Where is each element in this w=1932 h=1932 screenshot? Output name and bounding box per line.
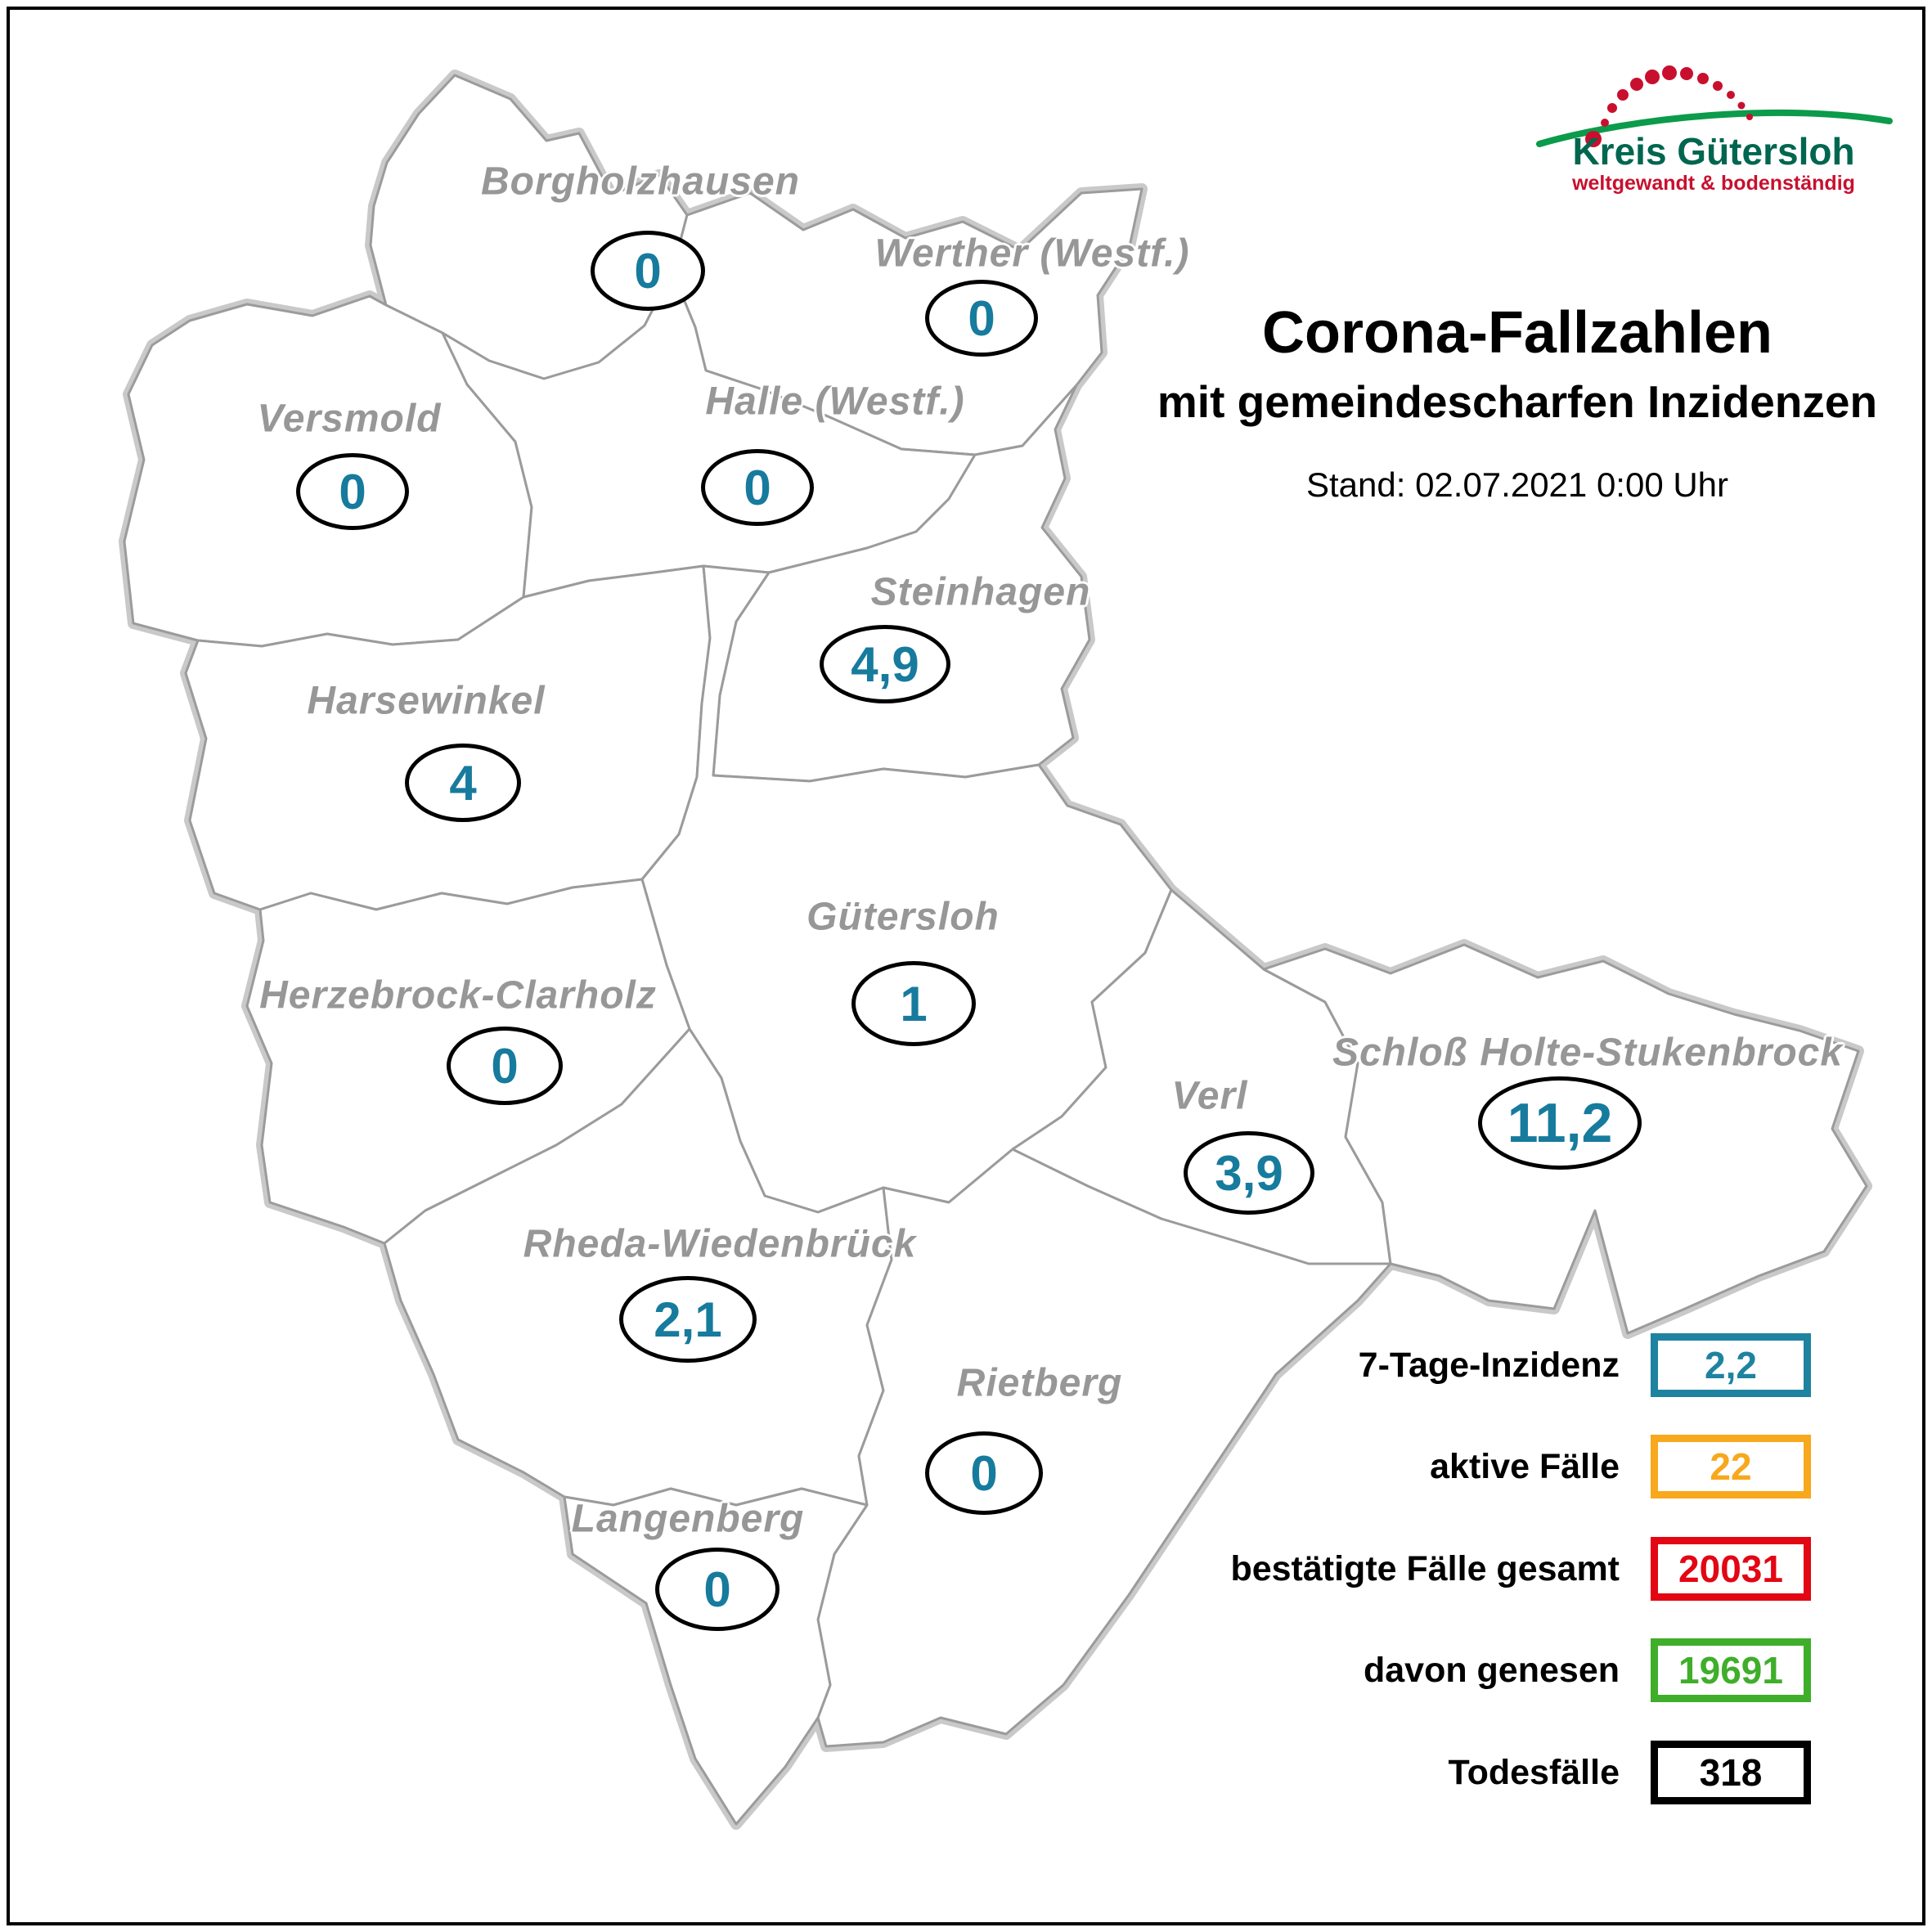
logo-swoosh xyxy=(1536,109,1893,147)
kreis-guetersloh-logo: Kreis Gütersloh weltgewandt & bodenständ… xyxy=(1530,47,1898,203)
incidence-verl: 3,9 xyxy=(1184,1131,1314,1215)
incidence-werther: 0 xyxy=(925,280,1038,357)
legend-row-todesfaelle: Todesfälle 318 xyxy=(973,1741,1811,1804)
legend-label-aktive-faelle: aktive Fälle xyxy=(1430,1446,1620,1486)
incidence-langenberg: 0 xyxy=(655,1548,780,1631)
legend-row-7-tage-inzidenz: 7-Tage-Inzidenz 2,2 xyxy=(973,1333,1811,1397)
region-langenberg xyxy=(563,1487,869,1826)
incidence-rietberg: 0 xyxy=(925,1431,1043,1515)
label-rheda-wiedenbrueck: Rheda-Wiedenbrück xyxy=(523,1222,917,1266)
label-steinhagen: Steinhagen xyxy=(870,570,1091,614)
title-block: Corona-Fallzahlen mit gemeindescharfen I… xyxy=(1108,300,1926,505)
label-borgholzhausen: Borgholzhausen xyxy=(480,160,801,204)
legend-label-bestaetigte-faelle: bestätigte Fälle gesamt xyxy=(1230,1548,1620,1588)
status-date: Stand: 02.07.2021 0:00 Uhr xyxy=(1305,465,1729,505)
legend-row-bestaetigte-faelle: bestätigte Fälle gesamt 20031 xyxy=(973,1537,1811,1601)
legend-value-davon-genesen: 19691 xyxy=(1651,1638,1811,1702)
logo-dot-arc-icon xyxy=(1585,65,1753,147)
logo-wordmark: Kreis Gütersloh xyxy=(1572,130,1855,173)
page-subtitle: mit gemeindescharfen Inzidenzen xyxy=(1157,376,1878,428)
label-langenberg: Langenberg xyxy=(571,1497,805,1541)
label-schloss-holte-stukenbrock: Schloß Holte-Stukenbrock xyxy=(1332,1031,1844,1075)
incidence-steinhagen: 4,9 xyxy=(820,625,950,703)
legend-label-7-tage-inzidenz: 7-Tage-Inzidenz xyxy=(1358,1345,1620,1385)
incidence-harsewinkel: 4 xyxy=(405,744,521,822)
legend-row-aktive-faelle: aktive Fälle 22 xyxy=(973,1435,1811,1498)
legend-value-aktive-faelle: 22 xyxy=(1651,1435,1811,1498)
legend-value-bestaetigte-faelle: 20031 xyxy=(1651,1537,1811,1601)
label-halle: Halle (Westf.) xyxy=(705,380,965,424)
incidence-borgholzhausen: 0 xyxy=(591,231,705,311)
label-werther: Werther (Westf.) xyxy=(874,231,1190,276)
incidence-versmold: 0 xyxy=(296,453,409,530)
incidence-herzebrock-clarholz: 0 xyxy=(447,1027,563,1105)
legend-row-davon-genesen: davon genesen 19691 xyxy=(973,1638,1811,1702)
label-harsewinkel: Harsewinkel xyxy=(307,679,546,723)
legend-label-todesfaelle: Todesfälle xyxy=(1448,1752,1620,1792)
label-rietberg: Rietberg xyxy=(956,1361,1123,1405)
logo-tagline: weltgewandt & bodenständig xyxy=(1572,172,1855,195)
incidence-halle: 0 xyxy=(701,449,814,526)
label-versmold: Versmold xyxy=(257,397,442,441)
incidence-rheda-wiedenbrueck: 2,1 xyxy=(619,1276,757,1363)
legend-label-davon-genesen: davon genesen xyxy=(1363,1650,1620,1690)
logo-graphic xyxy=(1536,65,1893,147)
label-herzebrock-clarholz: Herzebrock-Clarholz xyxy=(259,973,657,1018)
legend-value-todesfaelle: 318 xyxy=(1651,1741,1811,1804)
label-verl: Verl xyxy=(1171,1074,1248,1118)
label-guetersloh: Gütersloh xyxy=(806,895,1000,939)
incidence-guetersloh: 1 xyxy=(851,961,976,1046)
legend-value-7-tage-inzidenz: 2,2 xyxy=(1651,1333,1811,1397)
incidence-schloss-holte-stukenbrock: 11,2 xyxy=(1478,1076,1642,1170)
page-title: Corona-Fallzahlen xyxy=(1261,300,1773,366)
